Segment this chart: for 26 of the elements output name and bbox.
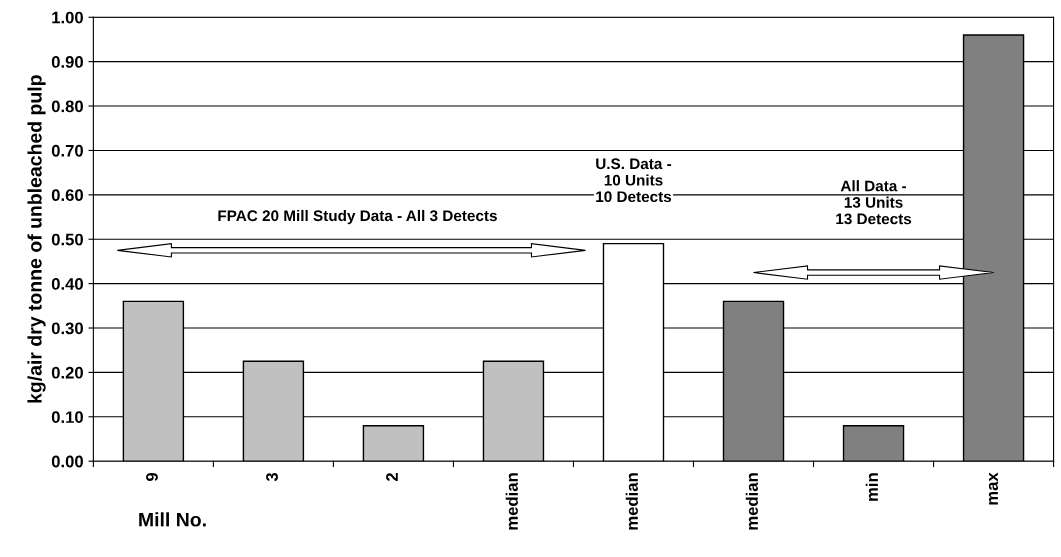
y-tick-label: 0.10: [51, 411, 83, 424]
y-tick-label: 0.60: [51, 189, 83, 202]
y-tick-label: 0.50: [51, 233, 83, 246]
y-tick-label: 0.30: [51, 322, 83, 335]
x-tick-label: 2: [386, 472, 398, 481]
x-tick-label: min: [865, 473, 878, 501]
y-tick-label: 0.20: [51, 366, 83, 379]
y-tick-label: 0.80: [51, 100, 83, 113]
y-tick-label: 0.90: [51, 56, 83, 68]
annotation: U.S. Data - 10 Units 10 Detects: [596, 158, 672, 203]
y-tick-label: 1.00: [52, 11, 83, 24]
x-axis-title: Mill No.: [139, 512, 206, 527]
y-tick-label: 0.00: [51, 455, 83, 468]
x-tick-label: median: [625, 473, 638, 530]
x-tick-label: median: [505, 473, 518, 530]
y-tick-label: 0.40: [51, 278, 83, 290]
x-tick-label: max: [988, 472, 999, 505]
x-tick-label: 9: [146, 472, 158, 481]
bar: [362, 424, 425, 462]
y-axis-title: kg/air dry tonne of unbleached pulp: [27, 75, 46, 403]
bar: [842, 424, 905, 462]
x-tick-label: 3: [266, 472, 278, 482]
annotation: FPAC 20 Mill Study Data - All 3 Detects: [218, 209, 497, 225]
annotation: All Data - 13 Units 13 Detects: [836, 180, 912, 225]
x-tick-label: median: [745, 473, 758, 530]
y-tick-label: 0.70: [51, 144, 83, 157]
